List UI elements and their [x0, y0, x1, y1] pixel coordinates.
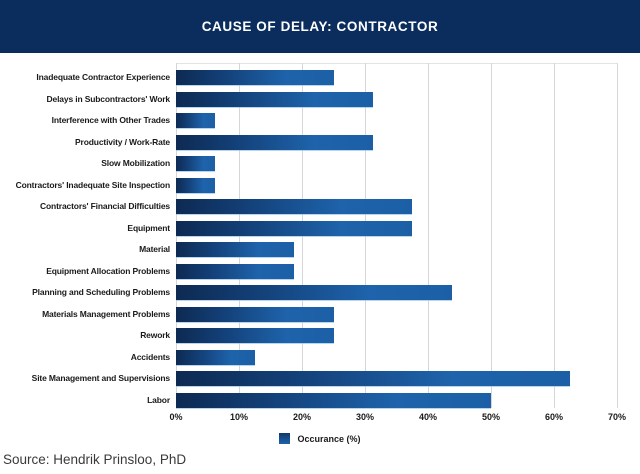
x-tick-label: 0%: [169, 412, 183, 422]
bar: [176, 306, 334, 322]
bar-track: [176, 134, 617, 150]
chart-title: CAUSE OF DELAY: CONTRACTOR: [201, 19, 439, 34]
category-label: Material: [139, 244, 170, 254]
x-tick-label: 20%: [292, 412, 311, 422]
bar-row: Labor: [0, 390, 640, 412]
category-label: Slow Mobilization: [101, 158, 170, 168]
category-label: Rework: [140, 330, 170, 340]
bar-row: Site Management and Supervisions: [0, 368, 640, 390]
category-label: Inadequate Contractor Experience: [36, 72, 170, 82]
source-caption: Source: Hendrik Prinsloo, PhD: [3, 452, 187, 467]
bar-track: [176, 156, 617, 171]
legend-label: Occurance (%): [297, 433, 361, 444]
gridline: [176, 63, 177, 408]
bar-row: Slow Mobilization: [0, 153, 640, 175]
gridline: [491, 63, 492, 408]
bar-track: [176, 306, 617, 322]
bar-row: Inadequate Contractor Experience: [0, 67, 640, 89]
bar-row: Materials Management Problems: [0, 304, 640, 326]
category-label: Delays in Subcontractors' Work: [46, 93, 171, 104]
category-label: Contractors' Inadequate Site Inspection: [15, 179, 171, 190]
gridline: [554, 63, 555, 408]
bar-track: [176, 371, 617, 386]
bar-row: Rework: [0, 325, 640, 347]
category-label: Contractors' Financial Difficulties: [40, 201, 170, 211]
bar-track: [176, 113, 617, 128]
bar-track: [176, 220, 617, 236]
category-label: Labor: [147, 394, 170, 405]
bar-row: Material: [0, 239, 640, 261]
bar: [176, 70, 334, 85]
bar-track: [176, 177, 617, 193]
bar: [176, 242, 295, 257]
bar: [176, 263, 295, 279]
category-label: Interference with Other Trades: [51, 115, 170, 125]
x-tick-label: 50%: [481, 412, 500, 422]
bar: [176, 349, 255, 365]
bar-track: [176, 242, 617, 257]
bar: [176, 285, 452, 300]
chart-title-bar: CAUSE OF DELAY: CONTRACTOR: [0, 0, 640, 53]
bar-track: [176, 392, 617, 408]
gridline: [428, 63, 429, 408]
bar-row: Accidents: [0, 347, 640, 369]
bar-track: [176, 199, 617, 214]
category-label: Accidents: [130, 351, 170, 362]
bar: [176, 392, 491, 408]
bar-rows: Inadequate Contractor Experience Delays …: [0, 67, 640, 411]
x-tick-label: 60%: [544, 412, 563, 422]
bar-track: [176, 285, 617, 300]
x-axis: 0% 10% 20% 30% 40% 50% 60% 70%: [169, 412, 626, 426]
category-label: Planning and Scheduling Problems: [32, 287, 170, 297]
bar-row: Productivity / Work-Rate: [0, 132, 640, 154]
bar-track: [176, 349, 617, 365]
bar-row: Contractors' Inadequate Site Inspection: [0, 175, 640, 197]
category-label: Materials Management Problems: [42, 308, 170, 319]
bar: [176, 371, 570, 386]
x-tick-label: 40%: [418, 412, 437, 422]
gridline: [239, 63, 240, 408]
gridline: [365, 63, 366, 408]
category-label: Equipment: [127, 222, 170, 233]
gridlines: [176, 63, 618, 408]
plot-top-border: [176, 63, 617, 64]
bar: [176, 156, 216, 171]
bar: [176, 113, 216, 128]
x-tick-label: 70%: [607, 412, 626, 422]
bar-track: [176, 263, 617, 279]
bar: [176, 220, 413, 236]
bar-track: [176, 70, 617, 85]
gridline: [617, 63, 618, 408]
bar: [176, 91, 373, 107]
bar-row: Equipment: [0, 218, 640, 240]
x-tick-label: 30%: [355, 412, 374, 422]
bar-track: [176, 91, 617, 107]
legend-swatch-icon: [279, 433, 291, 444]
bar-row: Planning and Scheduling Problems: [0, 282, 640, 304]
bar-row: Interference with Other Trades: [0, 110, 640, 132]
gridline: [302, 63, 303, 408]
bar: [176, 177, 216, 193]
bar-row: Delays in Subcontractors' Work: [0, 89, 640, 111]
bar-row: Contractors' Financial Difficulties: [0, 196, 640, 218]
bar: [176, 134, 373, 150]
bar-track: [176, 328, 617, 343]
chart-legend: Occurance (%): [0, 433, 640, 444]
category-label: Productivity / Work-Rate: [75, 136, 170, 147]
category-label: Equipment Allocation Problems: [46, 265, 170, 276]
x-tick-label: 10%: [229, 412, 248, 422]
category-label: Site Management and Supervisions: [31, 373, 170, 383]
bar-row: Equipment Allocation Problems: [0, 261, 640, 283]
bar: [176, 199, 413, 214]
bar: [176, 328, 334, 343]
